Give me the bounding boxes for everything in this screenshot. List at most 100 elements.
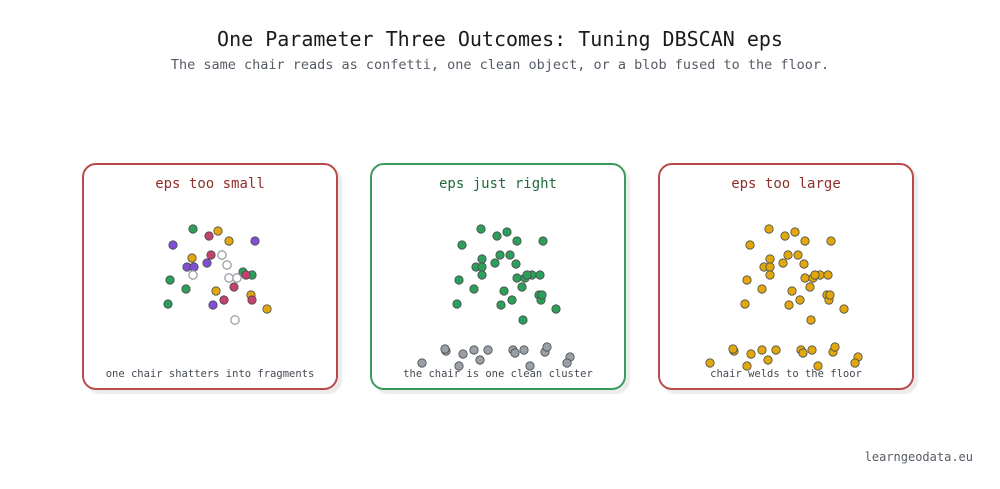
chair-point xyxy=(507,295,517,305)
cluster-point-magenta xyxy=(204,231,214,241)
panel-eps-too-large: eps too large chair welds to the floor xyxy=(658,163,914,390)
merged-point xyxy=(800,273,810,283)
merged-point xyxy=(742,361,752,371)
merged-point xyxy=(783,250,793,260)
scatter-too-large xyxy=(705,224,863,371)
cluster-point-purple xyxy=(202,258,212,268)
cluster-point-gold xyxy=(224,236,234,246)
merged-point xyxy=(742,275,752,285)
cluster-point-purple xyxy=(250,236,260,246)
panel-caption: the chair is one clean cluster xyxy=(403,368,593,380)
merged-point xyxy=(746,349,756,359)
floor-point xyxy=(458,349,468,359)
merged-point xyxy=(839,304,849,314)
chair-point xyxy=(476,224,486,234)
cluster-point-gold xyxy=(262,304,272,314)
panel-eps-too-small: eps too small one chair shatters into fr… xyxy=(82,163,338,390)
chair-point xyxy=(457,240,467,250)
merged-point xyxy=(798,348,808,358)
panel-caption: chair welds to the floor xyxy=(710,368,862,380)
floor-point xyxy=(562,358,572,368)
cluster-point-gold xyxy=(213,226,223,236)
floor-point xyxy=(417,358,427,368)
floor-point xyxy=(483,345,493,355)
chair-point xyxy=(452,299,462,309)
merged-point xyxy=(810,270,820,280)
page-title: One Parameter Three Outcomes: Tuning DBS… xyxy=(217,27,783,51)
floor-point xyxy=(469,345,479,355)
merged-point xyxy=(764,224,774,234)
merged-point xyxy=(795,295,805,305)
merged-point xyxy=(745,240,755,250)
merged-point xyxy=(805,282,815,292)
chair-point xyxy=(518,315,528,325)
cluster-point-magenta xyxy=(206,250,216,260)
chair-point xyxy=(496,300,506,310)
merged-point xyxy=(705,358,715,368)
cluster-point-magenta xyxy=(241,270,251,280)
cluster-point-green xyxy=(188,224,198,234)
floor-point xyxy=(519,345,529,355)
merged-point xyxy=(806,315,816,325)
chair-point xyxy=(535,270,545,280)
merged-point xyxy=(728,344,738,354)
merged-point xyxy=(765,270,775,280)
cluster-point-purple xyxy=(168,240,178,250)
noise-point xyxy=(217,250,227,260)
cluster-point-green xyxy=(165,275,175,285)
merged-point xyxy=(813,361,823,371)
cluster-point-purple xyxy=(189,262,199,272)
merged-point xyxy=(799,259,809,269)
panel-title: eps too large xyxy=(731,176,841,192)
cluster-point-purple xyxy=(208,300,218,310)
panel-caption: one chair shatters into fragments xyxy=(105,368,315,380)
floor-point xyxy=(510,348,520,358)
chair-point xyxy=(551,304,561,314)
merged-point xyxy=(771,345,781,355)
scatter-too-small xyxy=(163,224,272,325)
chair-point xyxy=(477,262,487,272)
chair-point xyxy=(522,270,532,280)
panel-title: eps too small xyxy=(155,176,265,192)
panel-title: eps just right xyxy=(438,176,557,192)
scatter-just-right xyxy=(417,224,575,371)
cluster-point-magenta xyxy=(247,295,257,305)
merged-point xyxy=(763,355,773,365)
cluster-point-green xyxy=(163,299,173,309)
merged-point xyxy=(790,227,800,237)
chair-point xyxy=(505,250,515,260)
panel-eps-just-right: eps just right the chair is one clean cl… xyxy=(370,163,626,390)
merged-point xyxy=(784,300,794,310)
floor-point xyxy=(454,361,464,371)
footer-credit: learngeodata.eu xyxy=(864,450,973,464)
merged-point xyxy=(826,236,836,246)
merged-point xyxy=(800,236,810,246)
merged-point xyxy=(825,290,835,300)
noise-point xyxy=(230,315,240,325)
chair-point xyxy=(499,286,509,296)
chair-point xyxy=(495,250,505,260)
noise-point xyxy=(224,273,234,283)
noise-point xyxy=(232,273,242,283)
merged-point xyxy=(830,342,840,352)
floor-point xyxy=(525,361,535,371)
chair-point xyxy=(511,259,521,269)
cluster-point-green xyxy=(181,284,191,294)
merged-point xyxy=(757,284,767,294)
cluster-point-magenta xyxy=(229,282,239,292)
chair-point xyxy=(469,284,479,294)
merged-point xyxy=(850,358,860,368)
cluster-point-gold xyxy=(211,286,221,296)
chair-point xyxy=(454,275,464,285)
floor-point xyxy=(542,342,552,352)
chair-point xyxy=(492,231,502,241)
chair-point xyxy=(537,290,547,300)
merged-point xyxy=(757,345,767,355)
chair-point xyxy=(538,236,548,246)
merged-point xyxy=(807,345,817,355)
noise-point xyxy=(188,270,198,280)
noise-point xyxy=(222,260,232,270)
chair-point xyxy=(490,258,500,268)
chair-point xyxy=(502,227,512,237)
merged-point xyxy=(793,250,803,260)
